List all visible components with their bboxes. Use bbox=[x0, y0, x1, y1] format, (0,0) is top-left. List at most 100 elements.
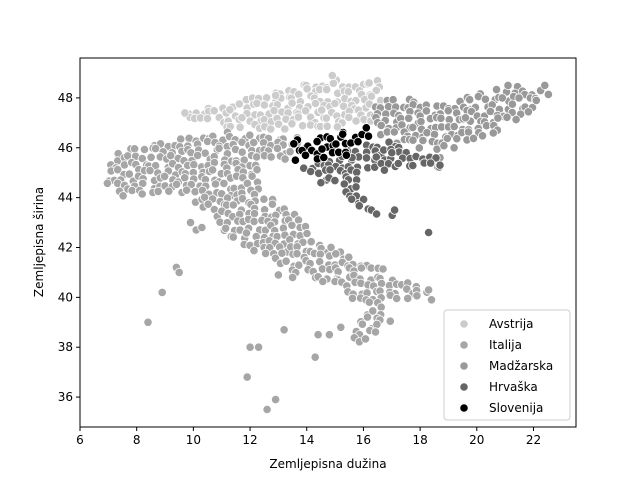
data-point bbox=[321, 113, 331, 123]
data-point bbox=[402, 284, 412, 294]
data-point bbox=[145, 166, 155, 176]
data-point bbox=[514, 93, 524, 103]
data-point bbox=[280, 154, 290, 164]
data-point bbox=[423, 285, 434, 295]
data-point bbox=[285, 147, 295, 157]
data-point bbox=[327, 70, 337, 81]
data-point bbox=[290, 155, 300, 165]
data-point bbox=[182, 185, 192, 195]
data-point bbox=[449, 143, 459, 153]
data-point bbox=[418, 135, 428, 146]
data-point bbox=[287, 119, 297, 129]
data-point bbox=[127, 185, 137, 196]
series-Slovenija bbox=[289, 123, 374, 165]
y-tick-label: 48 bbox=[58, 91, 73, 105]
data-point bbox=[364, 297, 374, 307]
data-point bbox=[190, 187, 200, 197]
data-point bbox=[408, 122, 418, 133]
data-point bbox=[174, 267, 184, 277]
y-tick-label: 40 bbox=[58, 290, 73, 304]
data-point bbox=[358, 194, 369, 204]
y-tick-label: 46 bbox=[58, 141, 73, 155]
data-point bbox=[306, 237, 316, 247]
y-tick-label: 44 bbox=[58, 191, 73, 205]
data-point bbox=[452, 134, 462, 144]
data-point bbox=[143, 317, 153, 327]
data-point bbox=[477, 131, 488, 141]
data-point bbox=[322, 121, 332, 131]
x-tick-label: 20 bbox=[469, 433, 484, 447]
y-axis-label: Zemljepisna širina bbox=[32, 187, 46, 297]
data-point bbox=[540, 80, 550, 91]
data-point bbox=[330, 98, 340, 109]
data-point bbox=[351, 116, 361, 126]
data-point bbox=[273, 270, 283, 280]
data-point bbox=[219, 178, 229, 188]
data-point bbox=[393, 158, 403, 169]
legend-label: Hrvaška bbox=[489, 380, 538, 394]
data-point bbox=[435, 160, 445, 170]
data-point bbox=[306, 166, 316, 177]
data-point bbox=[234, 99, 244, 109]
data-point bbox=[403, 293, 413, 303]
data-point bbox=[364, 78, 374, 88]
data-point bbox=[414, 143, 424, 153]
data-point bbox=[267, 199, 277, 209]
data-point bbox=[249, 216, 259, 226]
data-point bbox=[245, 342, 255, 352]
data-point bbox=[180, 108, 190, 118]
data-point bbox=[361, 123, 371, 133]
data-point bbox=[277, 248, 287, 258]
legend-marker bbox=[459, 319, 469, 329]
x-axis-ticks: 6 8 10 12 14 16 18 20 22 bbox=[76, 427, 541, 447]
data-point bbox=[543, 89, 554, 100]
data-point bbox=[412, 291, 422, 301]
data-point bbox=[356, 263, 366, 273]
data-point bbox=[300, 150, 311, 160]
data-point bbox=[202, 114, 213, 124]
data-point bbox=[363, 131, 374, 141]
data-point bbox=[209, 106, 219, 116]
data-point bbox=[354, 201, 364, 211]
data-point bbox=[465, 95, 475, 105]
data-point bbox=[324, 330, 334, 340]
data-point bbox=[404, 113, 414, 123]
x-tick-label: 10 bbox=[186, 433, 201, 447]
data-point bbox=[287, 220, 297, 230]
data-points bbox=[102, 70, 554, 415]
data-point bbox=[468, 133, 479, 143]
data-point bbox=[376, 278, 387, 289]
series-Italija bbox=[102, 127, 437, 415]
data-point bbox=[372, 319, 382, 329]
data-point bbox=[279, 325, 289, 335]
x-tick-label: 8 bbox=[133, 433, 141, 447]
data-point bbox=[210, 179, 221, 189]
data-point bbox=[203, 199, 213, 209]
data-point bbox=[203, 136, 213, 146]
data-point bbox=[511, 115, 521, 125]
data-point bbox=[118, 191, 128, 201]
data-point bbox=[113, 165, 123, 175]
data-point bbox=[302, 84, 312, 94]
x-tick-label: 16 bbox=[356, 433, 371, 447]
data-point bbox=[491, 85, 502, 95]
data-point bbox=[460, 113, 471, 123]
data-point bbox=[503, 80, 513, 91]
series-Madžarska bbox=[367, 80, 554, 163]
data-point bbox=[344, 112, 354, 123]
data-point bbox=[289, 139, 299, 149]
data-point bbox=[249, 246, 259, 256]
data-point bbox=[137, 153, 147, 164]
data-point bbox=[270, 394, 281, 405]
data-point bbox=[269, 106, 279, 116]
data-point bbox=[146, 152, 156, 162]
data-point bbox=[421, 106, 431, 116]
data-point bbox=[197, 222, 207, 233]
data-point bbox=[293, 112, 303, 122]
data-point bbox=[270, 90, 281, 101]
x-axis-label: Zemljepisna dužina bbox=[269, 457, 386, 471]
data-point bbox=[228, 200, 238, 210]
data-point bbox=[300, 106, 311, 116]
data-point bbox=[157, 287, 167, 297]
